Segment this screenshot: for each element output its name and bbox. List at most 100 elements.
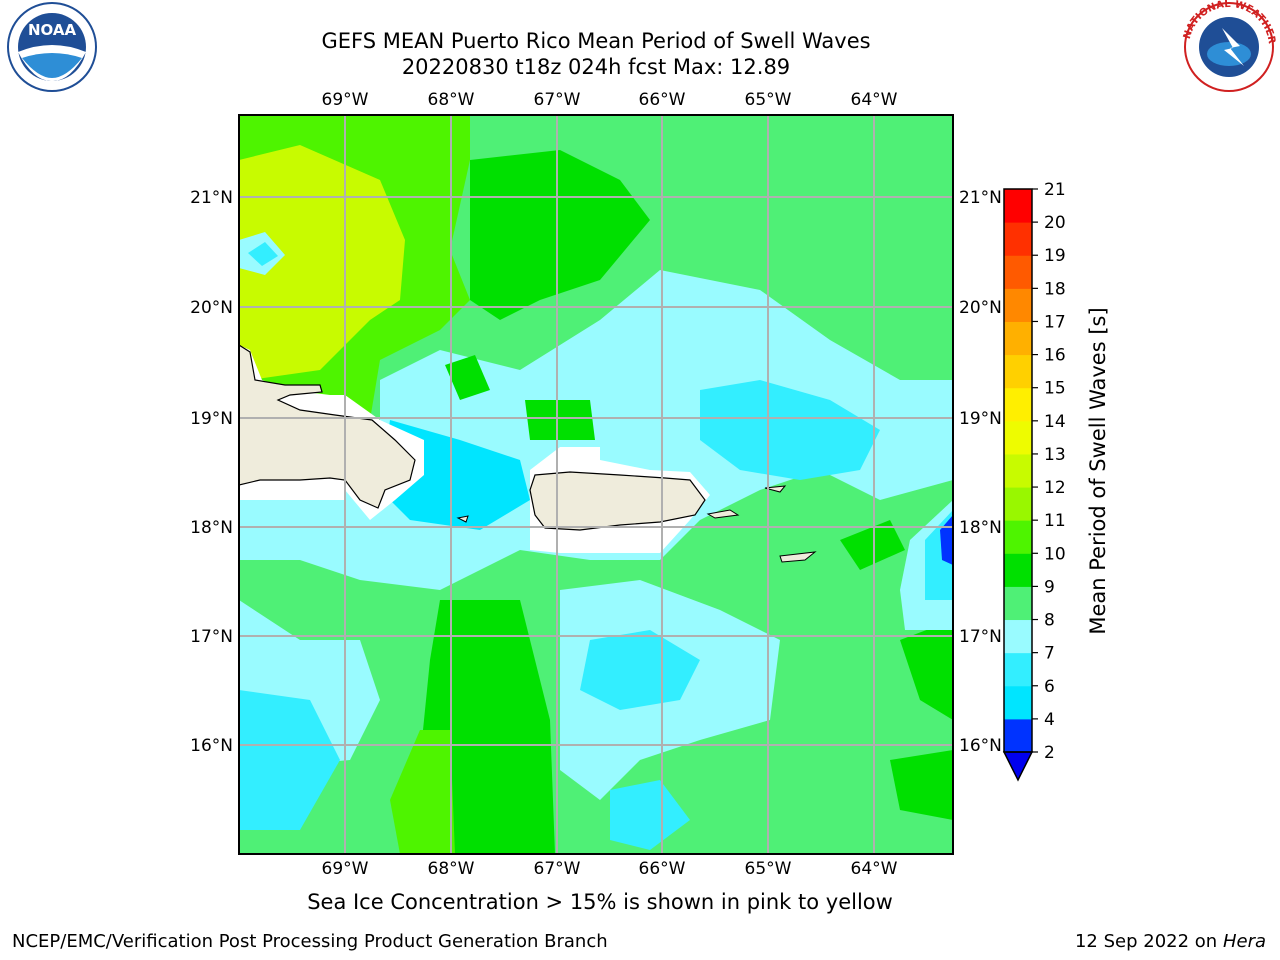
colorbar-segment [1004, 520, 1032, 554]
land-mona [456, 515, 469, 523]
colorbar-segment [1004, 420, 1032, 455]
field-10-11-patch1 [445, 355, 490, 400]
land-virgin-islands [764, 485, 787, 493]
lat-label-right: 18°N [959, 518, 1002, 538]
lat-label-left: 16°N [190, 736, 233, 756]
lat-label-right: 20°N [959, 298, 1002, 318]
colorbar-label: 17 [1044, 312, 1066, 332]
lon-label-bottom: 69°W [322, 859, 369, 879]
lon-label-bottom: 68°W [428, 859, 475, 879]
field-10-11-east [840, 520, 905, 570]
colorbar-label: 9 [1044, 577, 1055, 597]
field-10-11-north [470, 150, 650, 320]
land-hispaniola [239, 344, 416, 509]
field-10-11-patch2 [525, 400, 595, 440]
lat-label-left: 18°N [190, 518, 233, 538]
lon-label-bottom: 64°W [851, 859, 898, 879]
graticule [239, 115, 953, 854]
lat-label-right: 17°N [959, 627, 1002, 647]
colorbar-segment [1004, 652, 1032, 687]
footer-date-text: 12 Sep 2022 on [1074, 931, 1218, 952]
lat-label-right: 16°N [959, 736, 1002, 756]
lat-label-right: 21°N [959, 188, 1002, 208]
lat-label-left: 21°N [190, 188, 233, 208]
colorbar-label: 8 [1044, 611, 1055, 631]
land-vieques [706, 509, 740, 519]
colorbar-label: 4 [1044, 710, 1055, 730]
colorbar-extend-arrow [1002, 751, 1034, 782]
colorbar-label: 7 [1044, 644, 1055, 664]
field-10-11-east3 [890, 750, 953, 820]
colorbar-segment [1004, 321, 1032, 356]
lat-label-right: 19°N [959, 409, 1002, 429]
colorbar-label: 13 [1044, 445, 1066, 465]
colorbar-segment [1004, 255, 1032, 289]
colorbar: 2 4 6 7 8 9 10 11 12 13 14 15 16 17 18 19 20 21 [1002, 180, 1066, 782]
colorbar-label: 19 [1044, 246, 1066, 266]
colorbar-segment [1004, 222, 1032, 256]
field-7-8-south2 [610, 780, 690, 850]
lat-labels-left: 21°N 20°N 19°N 18°N 17°N 16°N [190, 188, 233, 756]
colorbar-label: 18 [1044, 279, 1066, 299]
land-st-croix [779, 551, 817, 563]
field-7-8-east [700, 380, 880, 480]
colorbar-segment [1004, 453, 1032, 488]
colorbar-title: Mean Period of Swell Waves [s] [1086, 307, 1110, 634]
footer-date: 12 Sep 2022 on Hera [1075, 931, 1266, 952]
colorbar-label: 15 [1044, 379, 1066, 399]
colorbar-segment [1004, 288, 1032, 322]
nws-logo: NATIONAL WEATHER SERVICE [0, 0, 1277, 92]
colorbar-segment [1004, 685, 1032, 720]
colorbar-segment [1004, 487, 1032, 521]
lon-label-bottom: 66°W [639, 859, 686, 879]
colorbar-segment [1004, 387, 1032, 422]
lat-label-left: 19°N [190, 409, 233, 429]
field-7-8-sw [239, 690, 340, 830]
colorbar-label: 16 [1044, 346, 1066, 366]
lon-label-top: 66°W [639, 90, 686, 110]
colorbar-segment [1004, 619, 1032, 654]
lon-labels-top: 69°W 68°W 67°W 66°W 65°W 64°W [322, 90, 898, 110]
nws-logo-text: NATIONAL WEATHER SERVICE [0, 0, 1277, 48]
colorbar-segment [1004, 718, 1032, 753]
field-12-13-nw [239, 145, 405, 380]
lon-label-bottom: 65°W [745, 859, 792, 879]
lon-label-bottom: 67°W [534, 859, 581, 879]
colorbar-label: 12 [1044, 478, 1066, 498]
lat-label-left: 17°N [190, 627, 233, 647]
field-7-8-nw [248, 242, 278, 266]
chart-title: GEFS MEAN Puerto Rico Mean Period of Swe… [321, 29, 871, 53]
field-10-11-east2 [900, 620, 953, 720]
field-11-12-south-col [390, 730, 455, 854]
svg-text:NATIONAL WEATHER SERVICE: NATIONAL WEATHER SERVICE [0, 0, 1277, 48]
noaa-logo-text: NOAA [28, 21, 77, 39]
lat-label-left: 20°N [190, 298, 233, 318]
noaa-logo: NOAA [7, 2, 97, 92]
lon-labels-bottom: 69°W 68°W 67°W 66°W 65°W 64°W [322, 859, 898, 879]
colorbar-label: 11 [1044, 511, 1066, 531]
colorbar-label: 6 [1044, 677, 1055, 697]
colorbar-segment [1004, 189, 1032, 223]
chart-subtitle: 20220830 t18z 024h fcst Max: 12.89 [401, 55, 791, 79]
footer-machine: Hera [1222, 931, 1266, 952]
map-frame [238, 114, 954, 855]
lon-label-top: 69°W [322, 90, 369, 110]
colorbar-label: 21 [1044, 180, 1066, 200]
swell-period-field [239, 115, 953, 854]
field-7-8-south [580, 630, 700, 710]
colorbar-label: 10 [1044, 544, 1066, 564]
colorbar-segment [1004, 553, 1032, 587]
lon-label-top: 67°W [534, 90, 581, 110]
colorbar-frame [1003, 188, 1033, 753]
lat-labels-right: 21°N 20°N 19°N 18°N 17°N 16°N [959, 188, 1002, 756]
sea-ice-note: Sea Ice Concentration > 15% is shown in … [307, 890, 893, 914]
colorbar-segment [1004, 586, 1032, 621]
lon-label-top: 64°W [851, 90, 898, 110]
colorbar-label: 2 [1044, 743, 1055, 763]
colorbar-label: 20 [1044, 213, 1066, 233]
field-10-11-south-col [420, 600, 555, 854]
lon-label-top: 65°W [745, 90, 792, 110]
colorbar-label: 14 [1044, 412, 1066, 432]
colorbar-segment [1004, 354, 1032, 389]
